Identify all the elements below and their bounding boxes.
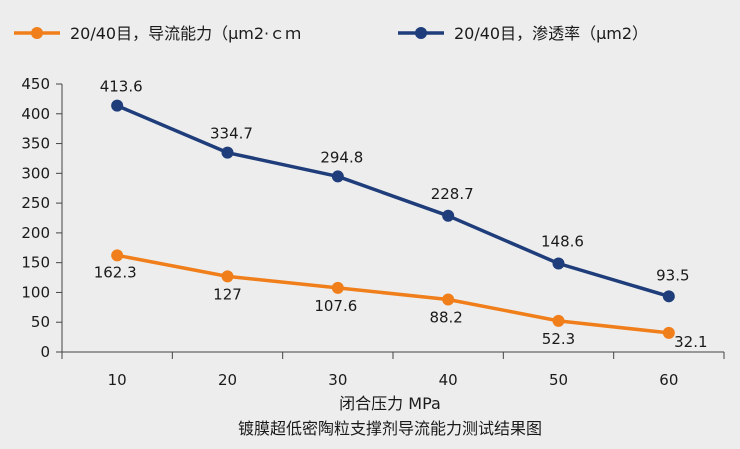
data-label: 93.5 bbox=[656, 266, 689, 284]
y-tick-label: 450 bbox=[21, 75, 50, 93]
data-point bbox=[662, 326, 675, 339]
x-tick-label: 60 bbox=[659, 371, 678, 389]
data-label: 162.3 bbox=[94, 263, 137, 281]
legend-item-1: 20/40目，导流能力（μm2·ｃｍ bbox=[14, 24, 301, 43]
data-label: 228.7 bbox=[431, 185, 474, 203]
y-tick-label: 200 bbox=[21, 224, 50, 242]
y-tick-label: 400 bbox=[21, 105, 50, 123]
x-tick-label: 40 bbox=[439, 371, 458, 389]
series-line bbox=[116, 104, 670, 298]
y-tick-label: 300 bbox=[21, 164, 50, 182]
data-label: 294.8 bbox=[320, 148, 363, 166]
axes: 0 50 100 150 200 250 300 350 400 450 10 20 30 40 50 60 bbox=[21, 75, 725, 389]
x-tick-label: 10 bbox=[108, 371, 127, 389]
legend: 20/40目，导流能力（μm2·ｃｍ 20/40目，渗透率（μm2） bbox=[14, 24, 648, 43]
y-tick-label: 150 bbox=[21, 254, 50, 272]
y-tick-label: 350 bbox=[21, 135, 50, 153]
data-label: 148.6 bbox=[541, 233, 584, 251]
data-label: 413.6 bbox=[100, 78, 143, 96]
series-1: 162.3 127 107.6 88.2 52.3 32.1 bbox=[94, 249, 708, 351]
data-label: 334.7 bbox=[210, 125, 253, 143]
y-tick-label: 0 bbox=[40, 343, 50, 361]
data-point bbox=[442, 293, 455, 306]
data-point bbox=[111, 99, 124, 112]
series-2: 413.6 334.7 294.8 228.7 148.6 93.5 bbox=[100, 78, 690, 303]
data-point bbox=[221, 270, 234, 283]
legend-item-2: 20/40目，渗透率（μm2） bbox=[398, 24, 648, 43]
data-label: 107.6 bbox=[314, 297, 357, 315]
x-tick-label: 50 bbox=[549, 371, 568, 389]
data-point bbox=[111, 249, 124, 262]
legend-label: 20/40目，渗透率（μm2） bbox=[454, 24, 648, 43]
data-point bbox=[442, 209, 455, 222]
legend-label: 20/40目，导流能力（μm2·ｃｍ bbox=[70, 24, 301, 43]
y-tick-label: 50 bbox=[31, 313, 50, 331]
series-layer: 162.3 127 107.6 88.2 52.3 32.1 413.6 334.7 294.8… bbox=[94, 78, 708, 351]
y-tick-label: 250 bbox=[21, 194, 50, 212]
data-label: 32.1 bbox=[674, 333, 707, 351]
x-axis-title: 闭合压力 MPa bbox=[339, 394, 441, 413]
y-tick-label: 100 bbox=[21, 283, 50, 301]
chart-title: 镀膜超低密陶粒支撑剂导流能力测试结果图 bbox=[238, 419, 542, 438]
data-point bbox=[552, 314, 565, 327]
data-point bbox=[662, 290, 675, 303]
legend-swatch-marker bbox=[415, 27, 427, 39]
series-line bbox=[116, 253, 670, 335]
data-point bbox=[331, 281, 344, 294]
data-label: 88.2 bbox=[429, 308, 462, 326]
data-point bbox=[331, 170, 344, 183]
legend-swatch-marker bbox=[31, 27, 43, 39]
data-point bbox=[221, 146, 234, 159]
x-tick-label: 20 bbox=[218, 371, 237, 389]
data-label: 127 bbox=[213, 285, 242, 303]
data-label: 52.3 bbox=[542, 330, 575, 348]
x-tick-label: 30 bbox=[328, 371, 347, 389]
data-point bbox=[552, 257, 565, 270]
